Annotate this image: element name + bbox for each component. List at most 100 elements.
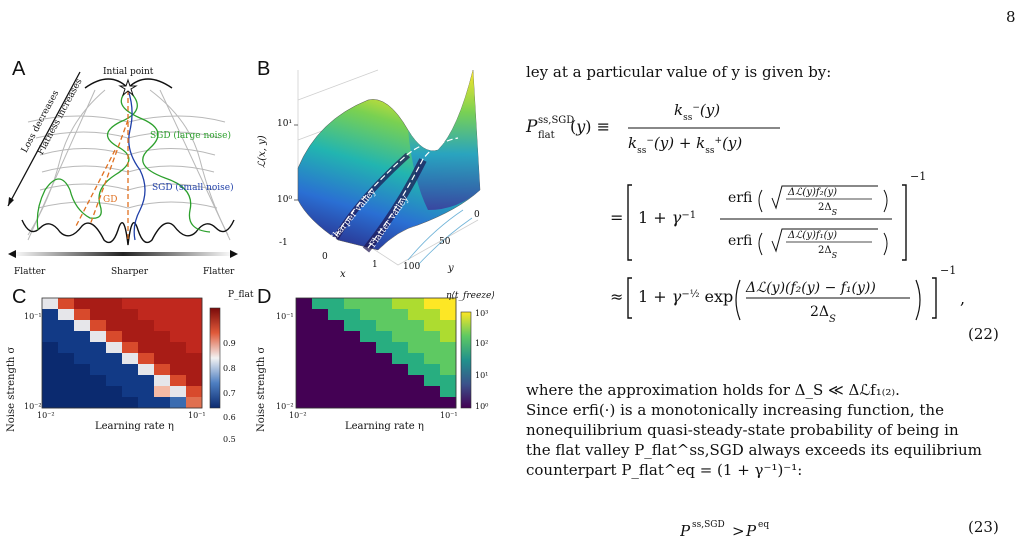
heatmap-c-cell [170, 364, 187, 376]
heatmap-d-cell [344, 353, 361, 365]
svg-text:(y) ≡: (y) ≡ [570, 117, 610, 136]
panel-b-y-tick-50: 50 [439, 237, 451, 247]
svg-text:>: > [732, 522, 745, 537]
initial-point-label: Intial point [103, 67, 154, 77]
heatmap-c-cell [90, 364, 107, 376]
heatmap-d-cell [296, 375, 313, 387]
heatmap-d-cell [424, 353, 441, 365]
heatmap-d-cell [424, 342, 441, 354]
bottom-label-sharper: Sharper [111, 267, 149, 277]
heatmap-c-cell [90, 320, 107, 332]
heatmap-c-cell [106, 331, 123, 343]
heatmap-c-cell [106, 375, 123, 387]
heatmap-c-cell [58, 386, 75, 398]
heatmap-d-cell [440, 364, 457, 376]
heatmap-d-cell [392, 298, 409, 310]
heatmap-d-cell [344, 320, 361, 332]
heatmap-d-cell [296, 353, 313, 365]
heatmap-d-cell [376, 331, 393, 343]
heatmap-c-cell [186, 309, 203, 321]
heatmap-c-cell [74, 298, 91, 310]
heatmap-d-cell [376, 386, 393, 398]
heatmap-c-cell [186, 298, 203, 310]
heatmap-d-cell [328, 397, 345, 409]
heatmap-c-cell [122, 298, 139, 310]
svg-text:=: = [610, 208, 623, 227]
heatmap-d-cell [344, 309, 361, 321]
heatmap-c-cell [122, 331, 139, 343]
panel-d-cb-tick-0: 10⁰ [475, 402, 489, 411]
heatmap-c-cell [58, 320, 75, 332]
panel-b-x-tick-neg1: -1 [279, 238, 288, 248]
heatmap-c-cell [122, 375, 139, 387]
heatmap-d-cell [440, 298, 457, 310]
bottom-label-flatter-right: Flatter [203, 267, 235, 277]
svg-text:ss,SGD: ss,SGD [538, 115, 574, 126]
heatmap-d-cell [360, 342, 377, 354]
heatmap-d-cell [360, 309, 377, 321]
heatmap-d-cell [440, 353, 457, 365]
heatmap-d-cell [344, 375, 361, 387]
heatmap-d-cell [392, 331, 409, 343]
heatmap-d-cell [296, 331, 313, 343]
heatmap-c-cell [106, 364, 123, 376]
panel-c-y-tick-top: 10⁻¹ [24, 312, 42, 321]
heatmap-c-cell [170, 331, 187, 343]
panel-c-cb-tick-06: 0.6 [223, 413, 236, 422]
heatmap-d-cell [312, 353, 329, 365]
heatmap-c-cell [58, 375, 75, 387]
svg-text:Δℒ(y)(f₂(y) − f₁(y)): Δℒ(y)(f₂(y) − f₁(y)) [745, 280, 876, 296]
heatmap-c-cell [138, 397, 155, 409]
panel-c-cb-tick-05: 0.5 [223, 435, 236, 444]
panel-d-colorbar-title: η⟨t_freeze⟩ [446, 291, 495, 301]
heatmap-c-cell [170, 298, 187, 310]
heatmap-c-cell [106, 353, 123, 365]
gd-label: GD [103, 195, 118, 205]
heatmap-d-cell [408, 320, 425, 332]
heatmap-d-cell [408, 342, 425, 354]
panel-b-letter: B [257, 58, 271, 80]
heatmap-d-cell [312, 364, 329, 376]
heatmap-d-cell [312, 320, 329, 332]
equation-23-number: (23) [968, 518, 999, 536]
heatmap-d-cell [360, 364, 377, 376]
heatmap-c-cell [138, 298, 155, 310]
page-number: 8 [1006, 8, 1016, 26]
heatmap-d-cell [344, 386, 361, 398]
heatmap-c-cell [58, 397, 75, 409]
heatmap-d-cell [392, 353, 409, 365]
svg-text:≈: ≈ [610, 287, 623, 306]
heatmap-d-cell [376, 364, 393, 376]
heatmap-d-cell [312, 298, 329, 310]
heatmap-c-cell [186, 375, 203, 387]
panel-b-z-tick-1: 10¹ [277, 119, 293, 129]
panel-c-xlabel: Learning rate η [95, 421, 174, 432]
heatmap-c-cell [106, 397, 123, 409]
heatmap-c-cell [74, 331, 91, 343]
heatmap-c-cell [90, 331, 107, 343]
panel-b-y-tick-100: 100 [403, 262, 421, 272]
heatmap-d-cell [376, 298, 393, 310]
heatmap-c-cell [154, 386, 171, 398]
heatmap-d-cell [376, 309, 393, 321]
panel-c-ylabel: Noise strength σ [6, 346, 17, 432]
heatmap-c-cell [170, 386, 187, 398]
heatmap-d-cell [296, 397, 313, 409]
heatmap-c-cell [58, 364, 75, 376]
heatmap-d-cell [312, 331, 329, 343]
panel-c-y-tick-bottom: 10⁻² [24, 402, 42, 411]
svg-text:1 + γ−½ exp: 1 + γ−½ exp [638, 287, 733, 306]
para-line-5: counterpart P_flat^eq = (1 + γ⁻¹)⁻¹: [526, 461, 803, 479]
heatmap-d-cell [328, 386, 345, 398]
panel-c-heatmap-cells [42, 298, 203, 409]
heatmap-c-cell [122, 309, 139, 321]
sgd-large-noise-label: SGD (large noise) [150, 131, 231, 141]
panel-c-colorbar-title: P_flat [228, 290, 254, 300]
svg-text:Δℒ(y)f₂(y): Δℒ(y)f₂(y) [787, 187, 837, 198]
heatmap-c-cell [106, 320, 123, 332]
heatmap-c-cell [90, 298, 107, 310]
heatmap-c-cell [154, 342, 171, 354]
panel-a-landscape-diagram [7, 71, 238, 258]
heatmap-d-cell [360, 375, 377, 387]
panel-d-cb-tick-1: 10¹ [475, 371, 489, 380]
